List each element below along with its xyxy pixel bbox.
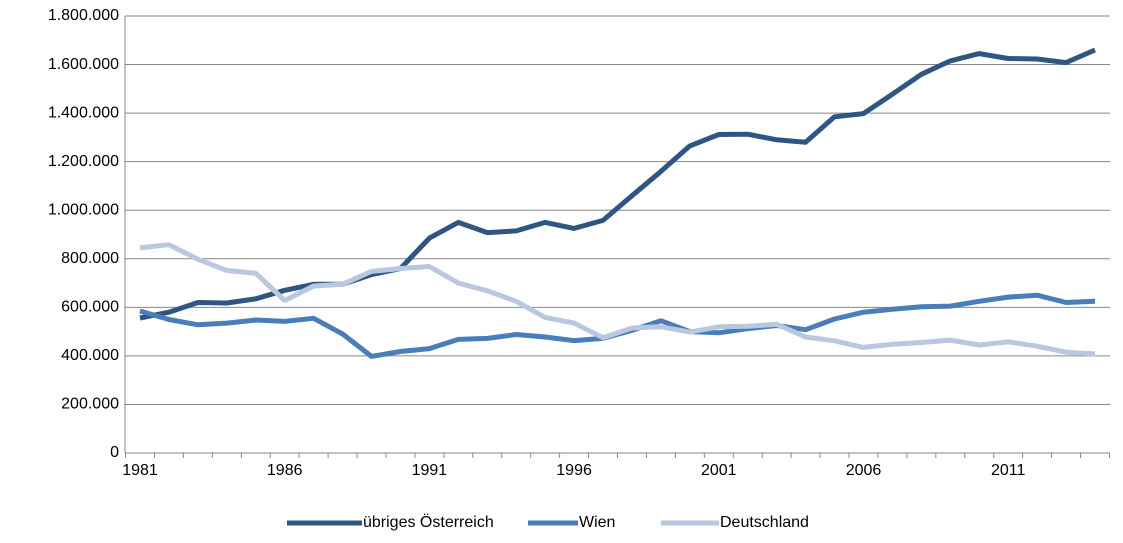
- x-tick-label: 1991: [412, 462, 448, 479]
- y-tick-label: 1.400.000: [48, 104, 119, 121]
- x-tick-label: 1996: [556, 462, 592, 479]
- series-line: [139, 47, 1096, 321]
- y-tick-label: 1.600.000: [48, 56, 119, 73]
- legend-label: Wien: [579, 514, 615, 531]
- y-tick-label: 1.000.000: [48, 201, 119, 218]
- legend-label: übriges Österreich: [363, 513, 494, 531]
- series-line: [139, 292, 1096, 359]
- y-tick-label: 800.000: [61, 250, 119, 267]
- legend-label: Deutschland: [720, 514, 809, 531]
- x-tick-label: 2006: [846, 462, 882, 479]
- y-tick-label: 200.000: [61, 396, 119, 413]
- x-tick-label: 1981: [122, 462, 158, 479]
- y-tick-label: 1.800.000: [48, 7, 119, 24]
- y-tick-label: 1.200.000: [48, 153, 119, 170]
- y-tick-label: 400.000: [61, 347, 119, 364]
- x-tick-label: 1986: [267, 462, 303, 479]
- y-tick-label: 0: [110, 444, 119, 461]
- series-line: [139, 242, 1096, 357]
- y-tick-label: 600.000: [61, 299, 119, 316]
- x-tick-label: 2011: [991, 462, 1026, 479]
- x-tick-label: 2001: [701, 462, 737, 479]
